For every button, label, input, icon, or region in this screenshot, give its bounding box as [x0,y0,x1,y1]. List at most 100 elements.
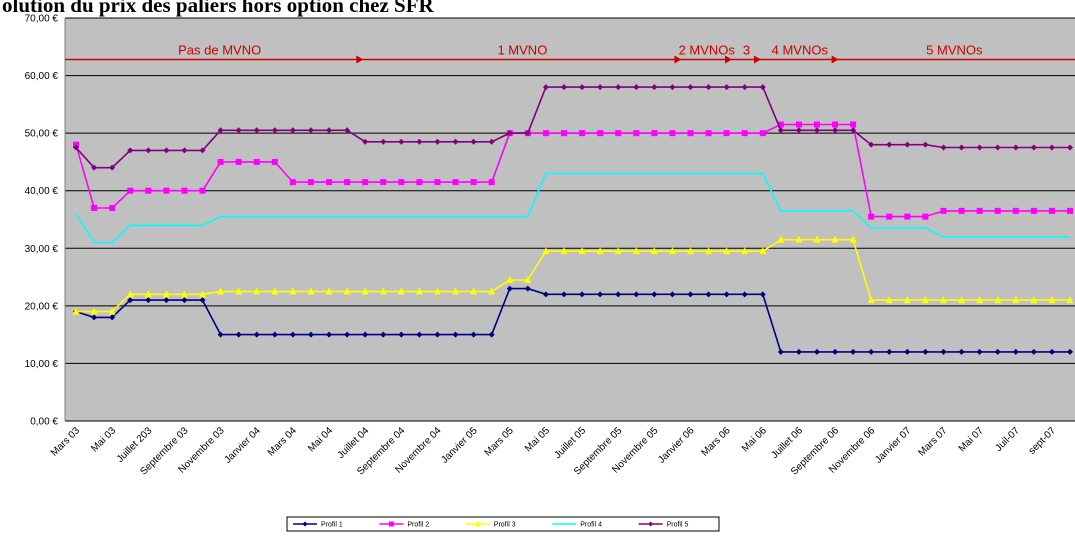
phase-arrow [674,55,682,64]
data-point [922,213,929,220]
data-point [939,296,947,304]
data-point [433,287,441,295]
data-point [73,144,79,151]
data-point [976,207,983,214]
data-point [470,287,478,295]
data-point [344,179,351,186]
data-point [723,84,730,91]
data-point [832,348,839,355]
data-point [614,247,622,255]
series-profil-2 [73,121,1073,220]
series-line [75,172,1070,244]
y-tick-label: 70,00 € [25,14,59,25]
data-point [253,127,260,134]
data-point [326,179,333,186]
data-point [885,296,893,304]
data-series [72,84,1074,355]
phase-label: 1 MVNO [497,42,547,57]
y-tick-label: 30,00 € [25,244,59,255]
data-point [362,331,369,338]
data-point [976,144,983,151]
data-point [326,127,333,134]
data-point [922,348,929,355]
phase-label: 3 [743,42,750,57]
series-line [76,238,1070,313]
data-point [1067,348,1073,355]
data-point [705,291,712,298]
data-point [850,121,857,128]
data-point [795,235,803,243]
phase-label: 2 MVNOs [679,42,736,57]
data-point [145,147,152,154]
data-point [388,521,394,527]
data-point [1030,144,1037,151]
data-point [506,130,513,137]
legend-label: Profil 4 [580,522,602,529]
data-point [687,84,694,91]
data-point [958,348,965,355]
data-point [1066,296,1074,304]
data-point [777,348,784,355]
phase-arrow [831,55,839,64]
data-point [397,287,405,295]
data-point [524,285,531,292]
x-tick-label: Mai 04 [306,425,335,454]
data-point [542,291,549,298]
legend-label: Profil 3 [494,522,516,529]
data-point [1048,296,1056,304]
data-point [217,127,224,134]
data-point [904,141,911,148]
data-point [759,84,766,91]
chart-title: olution du prix des paliers hors option … [2,0,434,17]
data-point [940,144,947,151]
data-point [886,141,893,148]
data-point [398,138,405,145]
data-point [850,348,857,355]
data-point [542,84,549,91]
legend: Profil 1 Profil 2 Profil 3 Profil 4 Profil 5 [286,516,720,532]
data-point [994,348,1001,355]
data-point [415,287,423,295]
data-point [813,121,820,128]
data-point [1012,348,1019,355]
data-point [470,331,477,338]
x-tick-label: Mars 07 [916,425,950,459]
data-point [180,290,188,298]
data-point [723,291,730,298]
data-point [416,179,423,186]
y-tick-label: 20,00 € [25,301,59,312]
data-point [705,247,713,255]
data-point [253,287,261,295]
data-point [832,121,839,128]
data-point [361,287,369,295]
data-point [271,127,278,134]
data-point [109,314,116,321]
data-point [597,291,604,298]
data-point [452,287,460,295]
x-tick-label: Janvier 07 [873,425,914,466]
data-point [759,130,766,137]
data-point [976,348,983,355]
data-point [302,521,308,527]
phase-arrow [356,55,364,64]
data-point [145,187,152,194]
data-point [994,207,1001,214]
x-tick-label: Mai 05 [523,425,552,454]
data-point [669,291,676,298]
data-point [705,84,712,91]
y-tick-label: 10,00 € [25,359,59,370]
data-point [1067,207,1073,214]
data-point [90,307,98,315]
data-point [127,147,134,154]
data-point [362,138,369,145]
legend-item: Profil 1 [293,521,343,529]
data-point [579,291,586,298]
data-point [235,287,243,295]
data-point [1012,207,1019,214]
data-point [615,291,622,298]
data-point [994,296,1002,304]
legend-label: Profil 5 [667,522,689,529]
data-point [648,521,654,527]
